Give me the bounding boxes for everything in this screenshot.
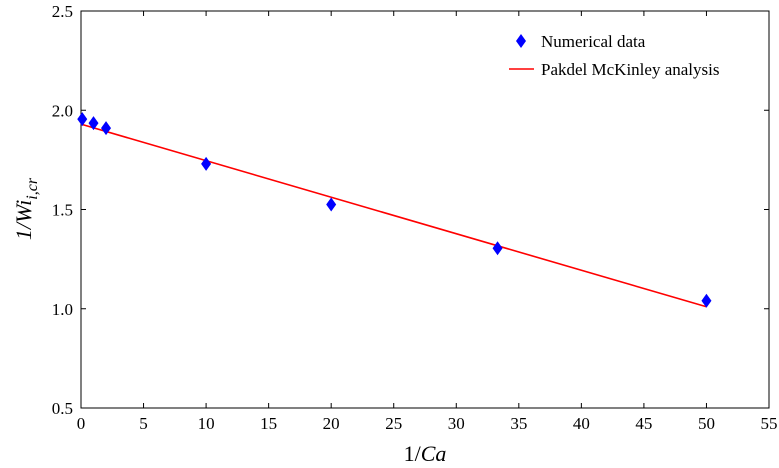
x-tick-label: 25 <box>385 414 402 433</box>
y-tick-label: 2.5 <box>52 2 73 21</box>
data-point <box>492 241 503 256</box>
series-layer <box>77 112 712 308</box>
x-tick-label: 55 <box>761 414 778 433</box>
x-tick-label: 5 <box>139 414 148 433</box>
legend: Numerical data Pakdel McKinley analysis <box>509 32 719 79</box>
fit-line <box>80 123 707 308</box>
x-tick-label: 45 <box>635 414 652 433</box>
y-tick-label: 1.5 <box>52 201 73 220</box>
data-point <box>101 121 112 136</box>
data-point <box>88 116 99 131</box>
data-point <box>701 293 712 308</box>
legend-marker-numerical-data <box>516 34 526 48</box>
data-point <box>326 197 337 212</box>
legend-label-numerical-data: Numerical data <box>541 32 646 51</box>
plot-frame <box>80 10 770 409</box>
data-point <box>77 112 88 127</box>
x-tick-label: 10 <box>198 414 215 433</box>
y-tick-label: 2.0 <box>52 101 73 120</box>
x-tick-label: 35 <box>510 414 527 433</box>
axis-tick-labels: 0 5 10 15 20 25 30 35 40 45 50 55 0.5 1.0 1.5 2.0 2.5 <box>52 2 778 433</box>
legend-label-pakdel-mckinley: Pakdel McKinley analysis <box>541 60 719 79</box>
axis-ticks <box>80 10 770 409</box>
x-axis-label: 1/Ca <box>404 441 447 466</box>
x-tick-label: 50 <box>698 414 715 433</box>
x-tick-label: 20 <box>323 414 340 433</box>
x-tick-label: 40 <box>573 414 590 433</box>
y-axis-label: 1/Wii,cr <box>11 177 41 240</box>
x-tick-label: 0 <box>77 414 86 433</box>
x-tick-label: 15 <box>260 414 277 433</box>
x-tick-label: 30 <box>448 414 465 433</box>
data-point <box>201 156 212 171</box>
y-tick-label: 0.5 <box>52 399 73 418</box>
y-tick-label: 1.0 <box>52 300 73 319</box>
